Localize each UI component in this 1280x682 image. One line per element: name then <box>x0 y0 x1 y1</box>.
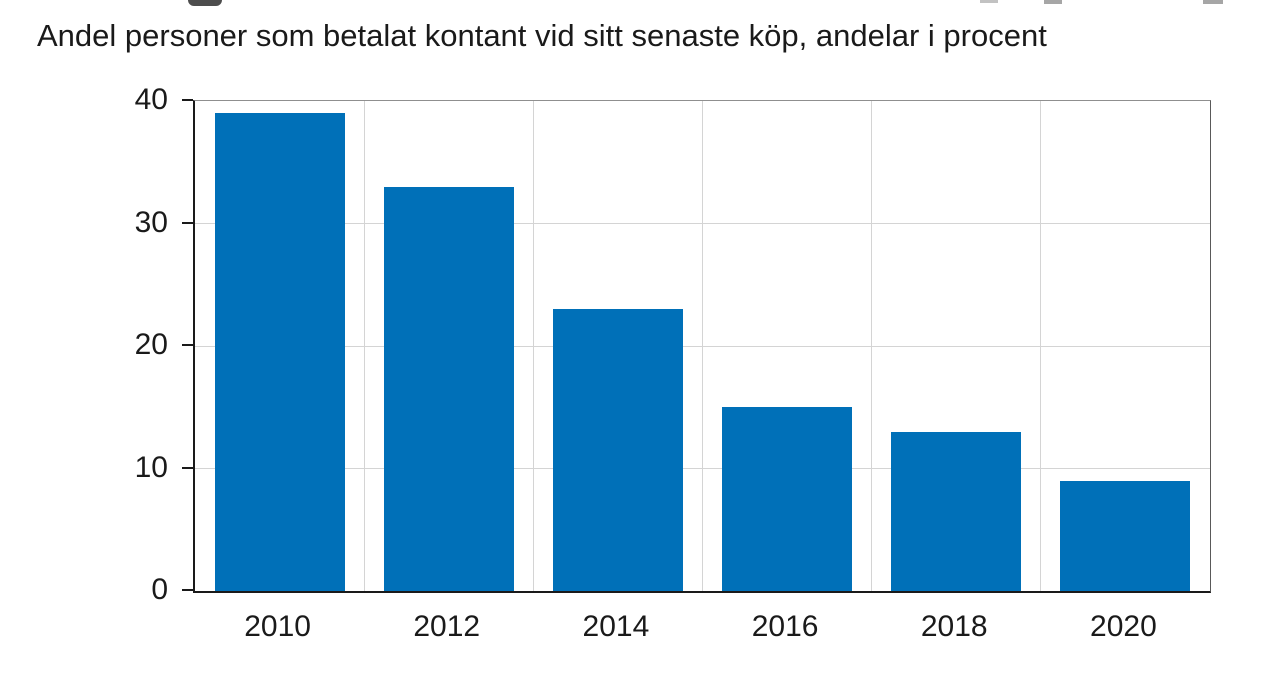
vertical-gridline <box>532 101 534 591</box>
bar-2014 <box>552 309 683 591</box>
bar-2010 <box>214 113 345 591</box>
bar-2018 <box>891 431 1022 591</box>
chart-title: Andel personer som betalat kontant vid s… <box>37 18 1047 53</box>
clipped-text-fragment <box>1203 0 1223 4</box>
x-tick-label: 2018 <box>920 610 988 643</box>
y-tick-mark <box>182 589 193 591</box>
x-tick-label: 2012 <box>413 610 481 643</box>
bar-2012 <box>383 186 514 591</box>
clipped-text-fragment <box>980 0 998 3</box>
bar-2020 <box>1060 480 1191 591</box>
y-tick-label: 20 <box>134 328 168 361</box>
y-tick-mark <box>182 466 193 469</box>
clipped-text-fragment <box>1044 0 1062 4</box>
y-tick-label: 40 <box>134 83 168 116</box>
plot-area <box>193 100 1211 593</box>
vertical-gridline <box>871 101 873 591</box>
y-tick-mark <box>182 221 193 224</box>
y-tick-label: 30 <box>134 205 168 239</box>
x-tick-label: 2020 <box>1090 610 1157 643</box>
y-tick-mark <box>182 344 193 346</box>
clipped-text-fragment <box>188 0 222 6</box>
vertical-gridline <box>702 101 703 591</box>
x-tick-label: 2010 <box>244 610 311 643</box>
y-tick-mark <box>182 99 193 101</box>
x-tick-label: 2014 <box>582 610 650 643</box>
bar-2016 <box>722 407 853 591</box>
vertical-gridline <box>363 101 365 591</box>
y-tick-label: 10 <box>134 450 168 484</box>
y-tick-label: 0 <box>151 573 168 606</box>
vertical-gridline <box>1040 101 1042 591</box>
x-tick-label: 2016 <box>751 610 819 643</box>
